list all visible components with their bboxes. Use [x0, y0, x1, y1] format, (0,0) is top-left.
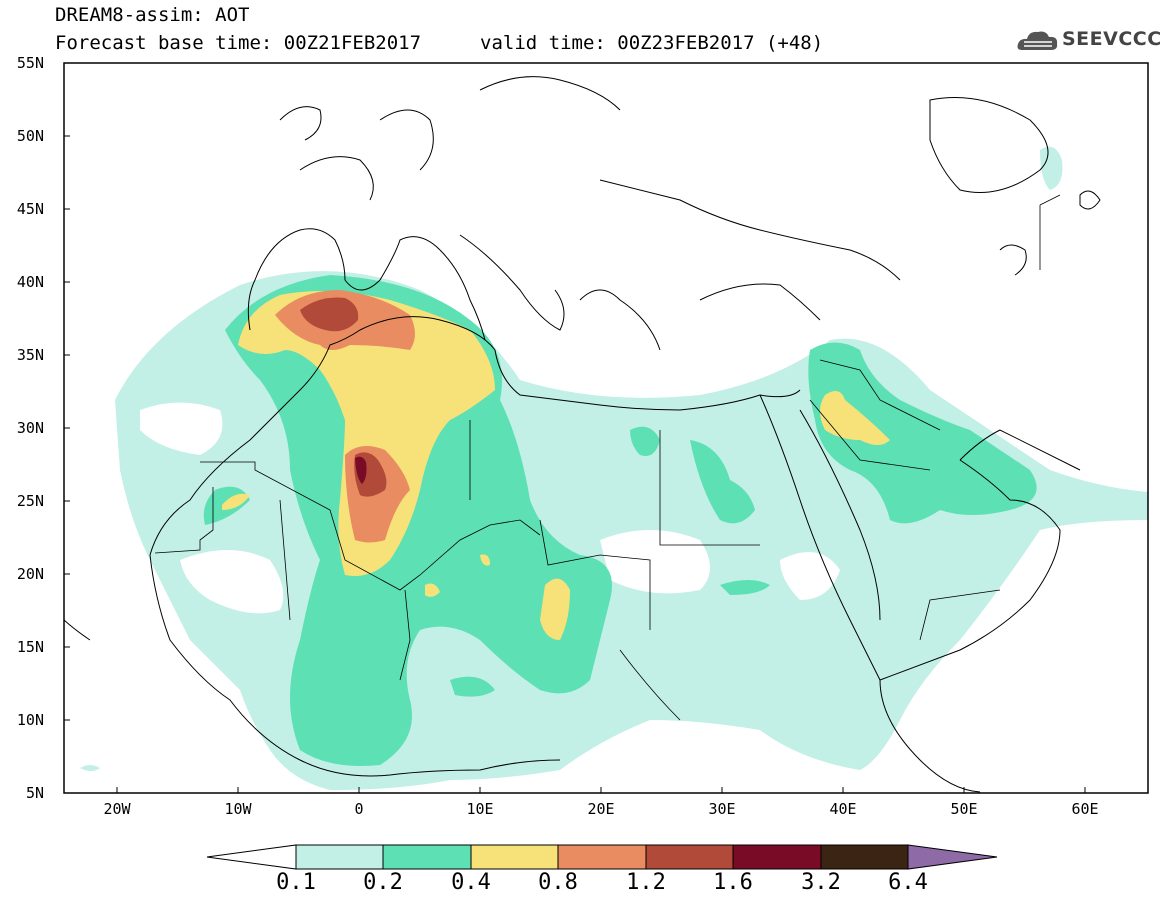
colorbar-label-1.6: 1.6	[713, 870, 753, 895]
colorbar-label-1.2: 1.2	[626, 870, 666, 895]
lon-label-50e: 50E	[950, 800, 978, 818]
lat-label-55n: 55N	[16, 54, 44, 72]
aot-level-1.6	[355, 456, 367, 484]
colorbar-label-0.2: 0.2	[363, 870, 403, 895]
lon-label-10w: 10W	[224, 800, 252, 818]
coastlines	[64, 76, 1101, 793]
lat-label-45n: 45N	[16, 200, 44, 218]
borders	[154, 194, 1061, 721]
aot-holes	[140, 402, 840, 614]
lat-label-15n: 15N	[16, 638, 44, 656]
map-title: DREAM8-assim: AOT	[55, 4, 250, 26]
seevccc-logo	[1017, 31, 1058, 50]
forecast-base-time: Forecast base time: 00Z21FEB2017	[55, 32, 422, 54]
valid-time: valid time: 00Z23FEB2017 (+48)	[480, 32, 824, 54]
colorbar-label-6.4: 6.4	[888, 870, 928, 895]
lat-label-5n: 5N	[25, 784, 44, 802]
lon-label-30e: 30E	[708, 800, 736, 818]
lat-label-35n: 35N	[16, 346, 44, 364]
colorbar-label-0.1: 0.1	[276, 870, 316, 895]
lat-label-25n: 25N	[16, 492, 44, 510]
lat-label-50n: 50N	[16, 127, 44, 145]
lat-label-20n: 20N	[16, 565, 44, 583]
lat-label-40n: 40N	[16, 273, 44, 291]
lat-label-10n: 10N	[16, 711, 44, 729]
lon-label-20e: 20E	[587, 800, 615, 818]
lon-label-20w: 20W	[103, 800, 131, 818]
axis-ticks	[64, 62, 1086, 793]
colorbar-label-0.4: 0.4	[451, 870, 491, 895]
aot-level-0.2	[203, 275, 1037, 766]
logo-text: SEEVCCC	[1062, 28, 1162, 50]
lon-label-0: 0	[354, 800, 364, 818]
lon-label-40e: 40E	[829, 800, 857, 818]
colorbar-label-0.8: 0.8	[538, 870, 578, 895]
aot-level-0.4	[222, 291, 890, 640]
lon-label-10e: 10E	[466, 800, 494, 818]
lon-label-60e: 60E	[1071, 800, 1099, 818]
lat-label-30n: 30N	[16, 419, 44, 437]
colorbar-label-3.2: 3.2	[801, 870, 841, 895]
